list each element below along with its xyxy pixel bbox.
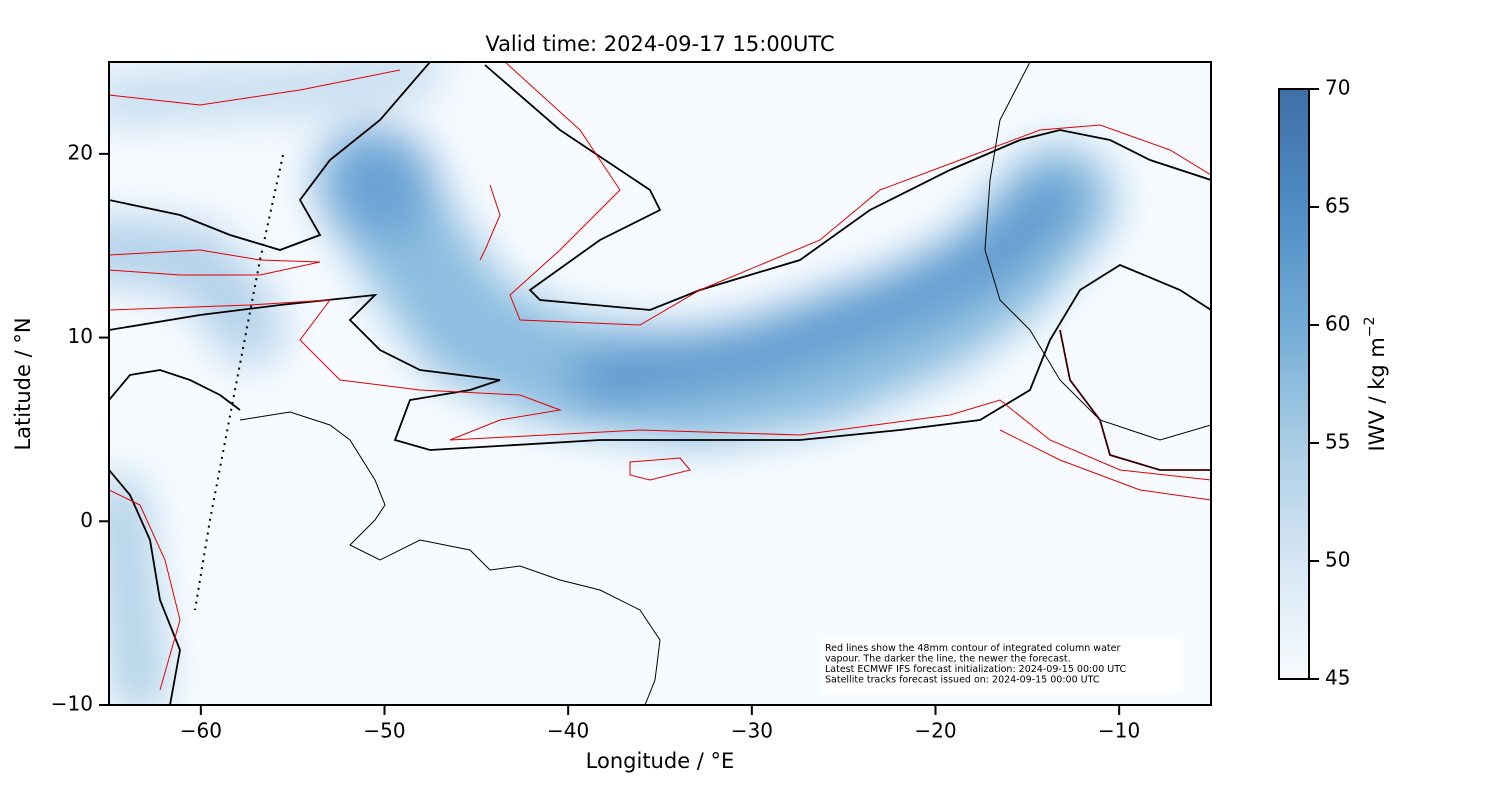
plot-frame <box>108 61 1212 706</box>
coastline <box>239 411 661 705</box>
colorbar-label-text: IWV / kg m <box>1365 337 1389 451</box>
y-tick-label: 0 <box>80 508 93 532</box>
x-tick-label: −10 <box>1098 719 1140 743</box>
contour <box>109 299 1211 481</box>
x-tick-label: −30 <box>731 719 773 743</box>
x-axis-label: Longitude / °E <box>586 749 735 773</box>
iwv-blob <box>325 130 435 240</box>
contour <box>109 249 321 276</box>
chart-title: Valid time: 2024-09-17 15:00UTC <box>485 32 834 56</box>
contour <box>109 62 431 251</box>
contour <box>109 263 1211 451</box>
contour <box>109 369 241 411</box>
annotation-line: vapour. The darker the line, the newer t… <box>825 654 1071 665</box>
annotation-line: Red lines show the 48mm contour of integ… <box>825 643 1120 654</box>
colorbar-tick-label: 65 <box>1325 194 1350 218</box>
contour <box>479 184 501 261</box>
iwv-band <box>109 475 165 705</box>
iwv-core <box>570 170 1080 410</box>
x-tick-label: −20 <box>914 719 956 743</box>
colorbar-tick-label: 55 <box>1325 430 1350 454</box>
contour <box>999 429 1211 501</box>
iwv-field <box>109 62 1115 705</box>
colorbar-label-exponent: −2 <box>1362 316 1378 337</box>
colorbar-tick-label: 45 <box>1325 666 1350 690</box>
x-tick-label: −40 <box>547 719 589 743</box>
colorbar-tick-label: 50 <box>1325 548 1350 572</box>
colorbar <box>1278 88 1310 680</box>
colorbar-tick-label: 70 <box>1325 76 1350 100</box>
annotation-box <box>820 638 1183 693</box>
contour <box>1059 329 1211 471</box>
y-tick-label: −10 <box>51 692 93 716</box>
y-tick-label: 10 <box>68 324 93 348</box>
colorbar-tick-label: 60 <box>1325 312 1350 336</box>
x-tick-label: −50 <box>363 719 405 743</box>
contour <box>109 489 181 691</box>
contours-black <box>109 62 1211 705</box>
satellite-track <box>194 154 284 611</box>
x-tick-label: −60 <box>180 719 222 743</box>
contour <box>109 69 401 106</box>
y-axis-label: Latitude / °N <box>11 317 35 450</box>
contours-red <box>109 62 1211 691</box>
contour <box>504 62 1211 326</box>
map-layer <box>109 62 1211 705</box>
annotation-line: Satellite tracks forecast issued on: 202… <box>825 675 1100 686</box>
contour <box>109 469 181 705</box>
y-tick-label: 20 <box>68 140 93 164</box>
contour <box>629 457 691 481</box>
annotation-line: Latest ECMWF IFS forecast initialization… <box>825 664 1126 675</box>
colorbar-label: IWV / kg m−2 <box>1362 316 1389 451</box>
